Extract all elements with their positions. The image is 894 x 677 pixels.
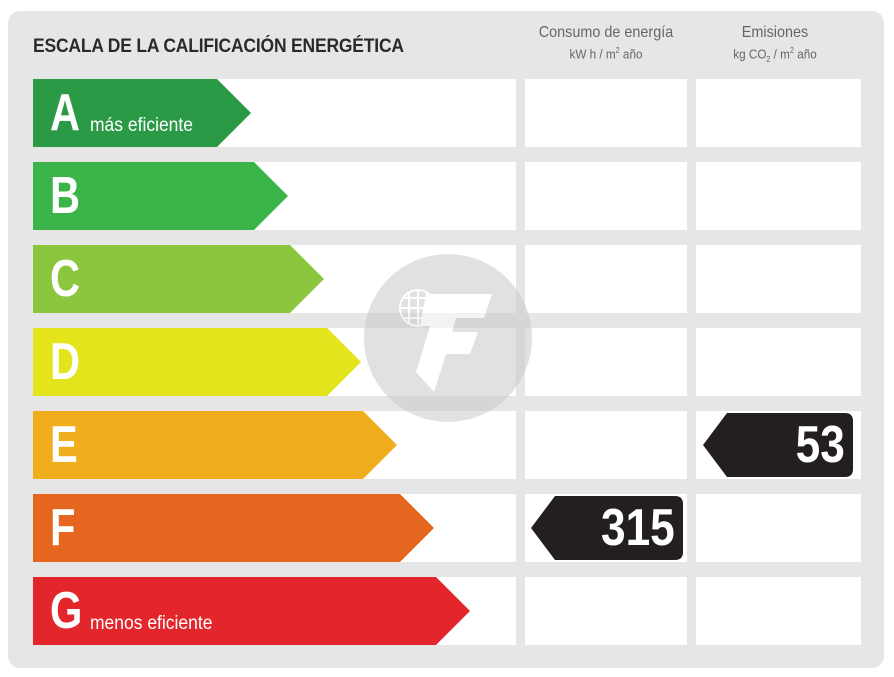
emissions-cell — [696, 577, 861, 645]
energy-column-title: Consumo de energía — [538, 24, 674, 41]
rating-bar-d: D — [33, 328, 361, 396]
emissions-column-unit: kg CO2 / m2 año — [733, 46, 817, 64]
rating-letter: B — [50, 167, 81, 225]
watermark-logo-icon — [364, 254, 532, 422]
rating-letter: E — [50, 416, 78, 474]
emissions-column-header: Emisiones kg CO2 / m2 año — [692, 24, 858, 64]
rating-caption: más eficiente — [90, 115, 193, 136]
emissions-cell — [696, 79, 861, 147]
rating-bar-e: E — [33, 411, 397, 479]
energy-rating-value: 315 — [601, 499, 675, 557]
rating-bar-f: F — [33, 494, 434, 562]
energy-cell — [525, 245, 687, 313]
emissions-cell — [696, 162, 861, 230]
rating-letter: C — [50, 250, 81, 308]
rating-caption: menos eficiente — [90, 613, 213, 634]
emissions-column-title: Emisiones — [741, 24, 809, 41]
energy-rating-marker: 315 — [531, 496, 683, 560]
emissions-cell — [696, 328, 861, 396]
energy-cell — [525, 79, 687, 147]
rating-letter: G — [50, 582, 83, 640]
rating-letter: F — [50, 499, 76, 557]
emissions-cell — [696, 245, 861, 313]
rating-letter: A — [50, 84, 81, 142]
emissions-rating-marker: 53 — [703, 413, 853, 477]
rating-bar-b: B — [33, 162, 288, 230]
energy-cell — [525, 328, 687, 396]
energy-column-header: Consumo de energía kW h / m2 año — [522, 24, 690, 61]
rating-letter: D — [50, 333, 81, 391]
emissions-cell — [696, 494, 861, 562]
energy-cell — [525, 411, 687, 479]
rating-bar-c: C — [33, 245, 324, 313]
energy-cell — [525, 577, 687, 645]
energy-cell — [525, 162, 687, 230]
emissions-rating-value: 53 — [795, 416, 845, 474]
energy-column-unit: kW h / m2 año — [569, 46, 643, 62]
scale-title: ESCALA DE LA CALIFICACIÓN ENERGÉTICA — [33, 36, 404, 57]
